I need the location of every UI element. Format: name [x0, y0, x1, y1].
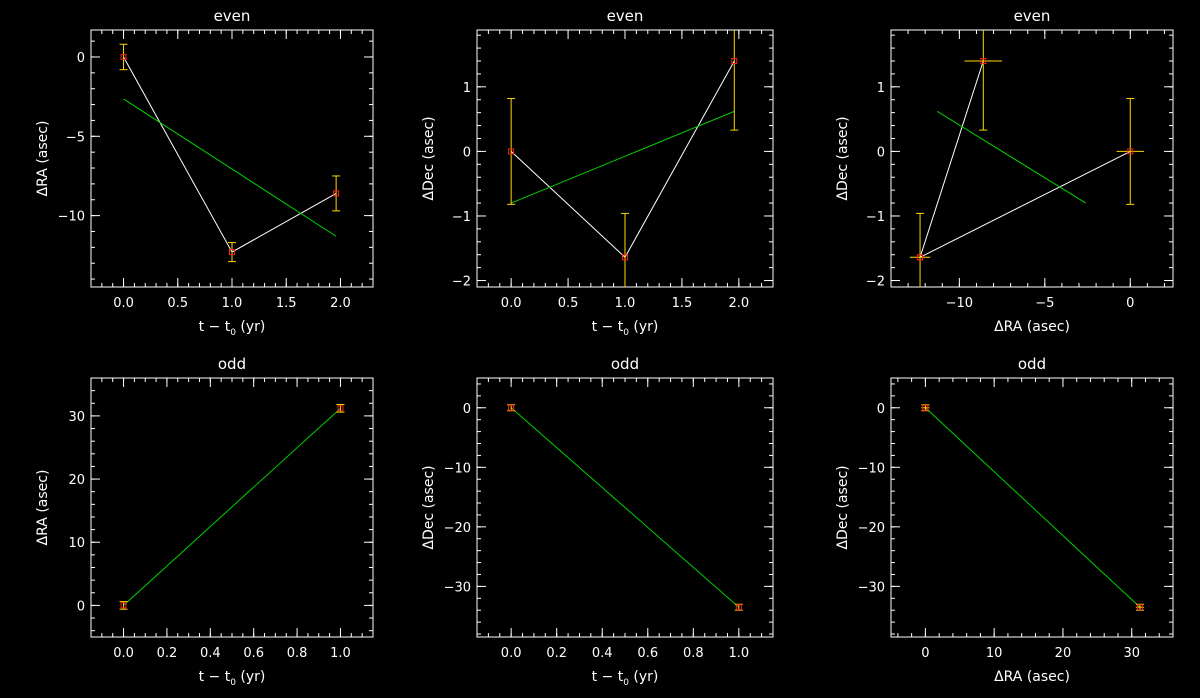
x-tick-label: 2.0: [330, 296, 351, 311]
x-tick-label: −5: [1035, 296, 1054, 311]
y-axis-label: ΔRA (asec): [35, 121, 51, 197]
panel-1: 0.0 0.5 1.0 1.5 2.0 −10 −5 0 even t − t0 (yr) ΔRA …: [35, 7, 373, 338]
x-tick-label: 0.0: [113, 646, 134, 661]
x-tick-label: −10: [946, 296, 973, 311]
y-tick-label: −10: [444, 461, 471, 476]
x-tick-label: 0.2: [546, 646, 567, 661]
data-layer: [921, 405, 1144, 610]
x-tick-label: 0.6: [637, 646, 658, 661]
x-tick-label: 0.0: [501, 646, 522, 661]
data-layer: [120, 405, 345, 610]
x-tick-label: 1.0: [222, 296, 243, 311]
panel-title: odd: [611, 355, 639, 373]
y-tick-label: −5: [66, 130, 85, 145]
panel-4: 0.0 0.2 0.4 0.6 0.8 1.0 0 10 20 30 odd t − t0 (yr) Δ…: [35, 355, 373, 688]
fit-line: [511, 111, 734, 203]
x-tick-label: 1.0: [729, 646, 750, 661]
connect-line: [124, 57, 337, 252]
fit-line: [925, 408, 1140, 607]
panel-title: odd: [1018, 355, 1046, 373]
x-axis-label: t − t0 (yr): [199, 669, 266, 688]
x-tick-label: 0.2: [157, 646, 178, 661]
connect-line: [511, 61, 734, 257]
data-layer: [507, 405, 743, 610]
x-tick-label: 20: [1055, 646, 1072, 661]
x-tick-label: 0.8: [287, 646, 308, 661]
panel-5: 0.0 0.2 0.4 0.6 0.8 1.0 −30 −20 −10 0 odd t − t0 (y…: [421, 355, 773, 688]
y-tick-label: 20: [68, 473, 85, 488]
x-tick-label: 0.5: [558, 296, 579, 311]
x-tick-label: 1.0: [615, 296, 636, 311]
y-tick-label: −2: [866, 275, 885, 290]
panel-title: even: [607, 7, 644, 25]
y-tick-label: −20: [444, 521, 471, 536]
figure-canvas: 0.0 0.5 1.0 1.5 2.0−10−50event − t0 (yr)ΔRA …: [0, 0, 1200, 698]
connect-line: [920, 61, 1130, 257]
x-tick-label: 10: [986, 646, 1003, 661]
y-tick-label: −30: [444, 580, 471, 595]
data-layer: [120, 44, 341, 261]
y-tick-label: 10: [68, 536, 85, 551]
y-axis-label: ΔDec (asec): [835, 116, 851, 200]
y-axis-label: ΔDec (asec): [421, 116, 437, 200]
data-layer: [910, 0, 1144, 301]
x-tick-label: 0.4: [200, 646, 221, 661]
x-tick-label: 0.4: [592, 646, 613, 661]
x-axis-label: t − t0 (yr): [592, 319, 659, 338]
panel-title: odd: [218, 355, 246, 373]
y-tick-label: 1: [463, 81, 471, 96]
x-tick-label: 0.0: [113, 296, 134, 311]
y-tick-label: −30: [858, 580, 885, 595]
panel-title: even: [1014, 7, 1051, 25]
x-axis-label: ΔRA (asec): [994, 669, 1070, 685]
y-tick-label: 0: [877, 145, 885, 160]
fit-line: [124, 408, 341, 605]
panel-2: 0.0 0.5 1.0 1.5 2.0 −2 −1 0 1 even t − t0 (yr) ΔDec…: [421, 0, 773, 338]
panel-title: even: [214, 7, 251, 25]
x-axis-label: ΔRA (asec): [994, 319, 1070, 335]
fit-line: [511, 408, 739, 607]
x-tick-label: 2.0: [729, 296, 750, 311]
x-tick-label: 0.8: [683, 646, 704, 661]
y-axis-label: ΔDec (asec): [835, 465, 851, 549]
y-tick-label: 0: [877, 402, 885, 417]
x-tick-label: 1.0: [330, 646, 351, 661]
x-tick-label: 0.5: [167, 296, 188, 311]
x-tick-label: 0: [921, 646, 929, 661]
y-tick-label: −1: [452, 210, 471, 225]
y-tick-label: −10: [58, 210, 85, 225]
y-tick-label: 0: [463, 402, 471, 417]
x-tick-label: 1.5: [276, 296, 297, 311]
y-tick-label: −10: [858, 461, 885, 476]
y-tick-label: 0: [77, 51, 85, 66]
y-tick-label: −1: [866, 210, 885, 225]
x-tick-label: 0.6: [243, 646, 264, 661]
y-tick-label: 0: [463, 145, 471, 160]
panel-6: 0 10 20 30 −30 −20 −10 0 odd ΔRA (asec) ΔDec (asec…: [835, 355, 1173, 685]
x-tick-label: 0.0: [501, 296, 522, 311]
fit-line: [937, 111, 1086, 203]
x-axis-label: t − t0 (yr): [199, 319, 266, 338]
x-axis-label: t − t0 (yr): [592, 669, 659, 688]
x-tick-label: 0: [1126, 296, 1134, 311]
fit-line: [124, 99, 337, 236]
y-tick-label: −20: [858, 521, 885, 536]
y-tick-label: −2: [452, 275, 471, 290]
y-tick-label: 30: [68, 410, 85, 425]
y-tick-label: 0: [77, 599, 85, 614]
y-axis-label: ΔDec (asec): [421, 465, 437, 549]
y-tick-label: 1: [877, 81, 885, 96]
x-tick-label: 30: [1123, 646, 1140, 661]
data-layer: [507, 0, 738, 301]
y-axis-label: ΔRA (asec): [35, 470, 51, 546]
x-tick-label: 1.5: [672, 296, 693, 311]
